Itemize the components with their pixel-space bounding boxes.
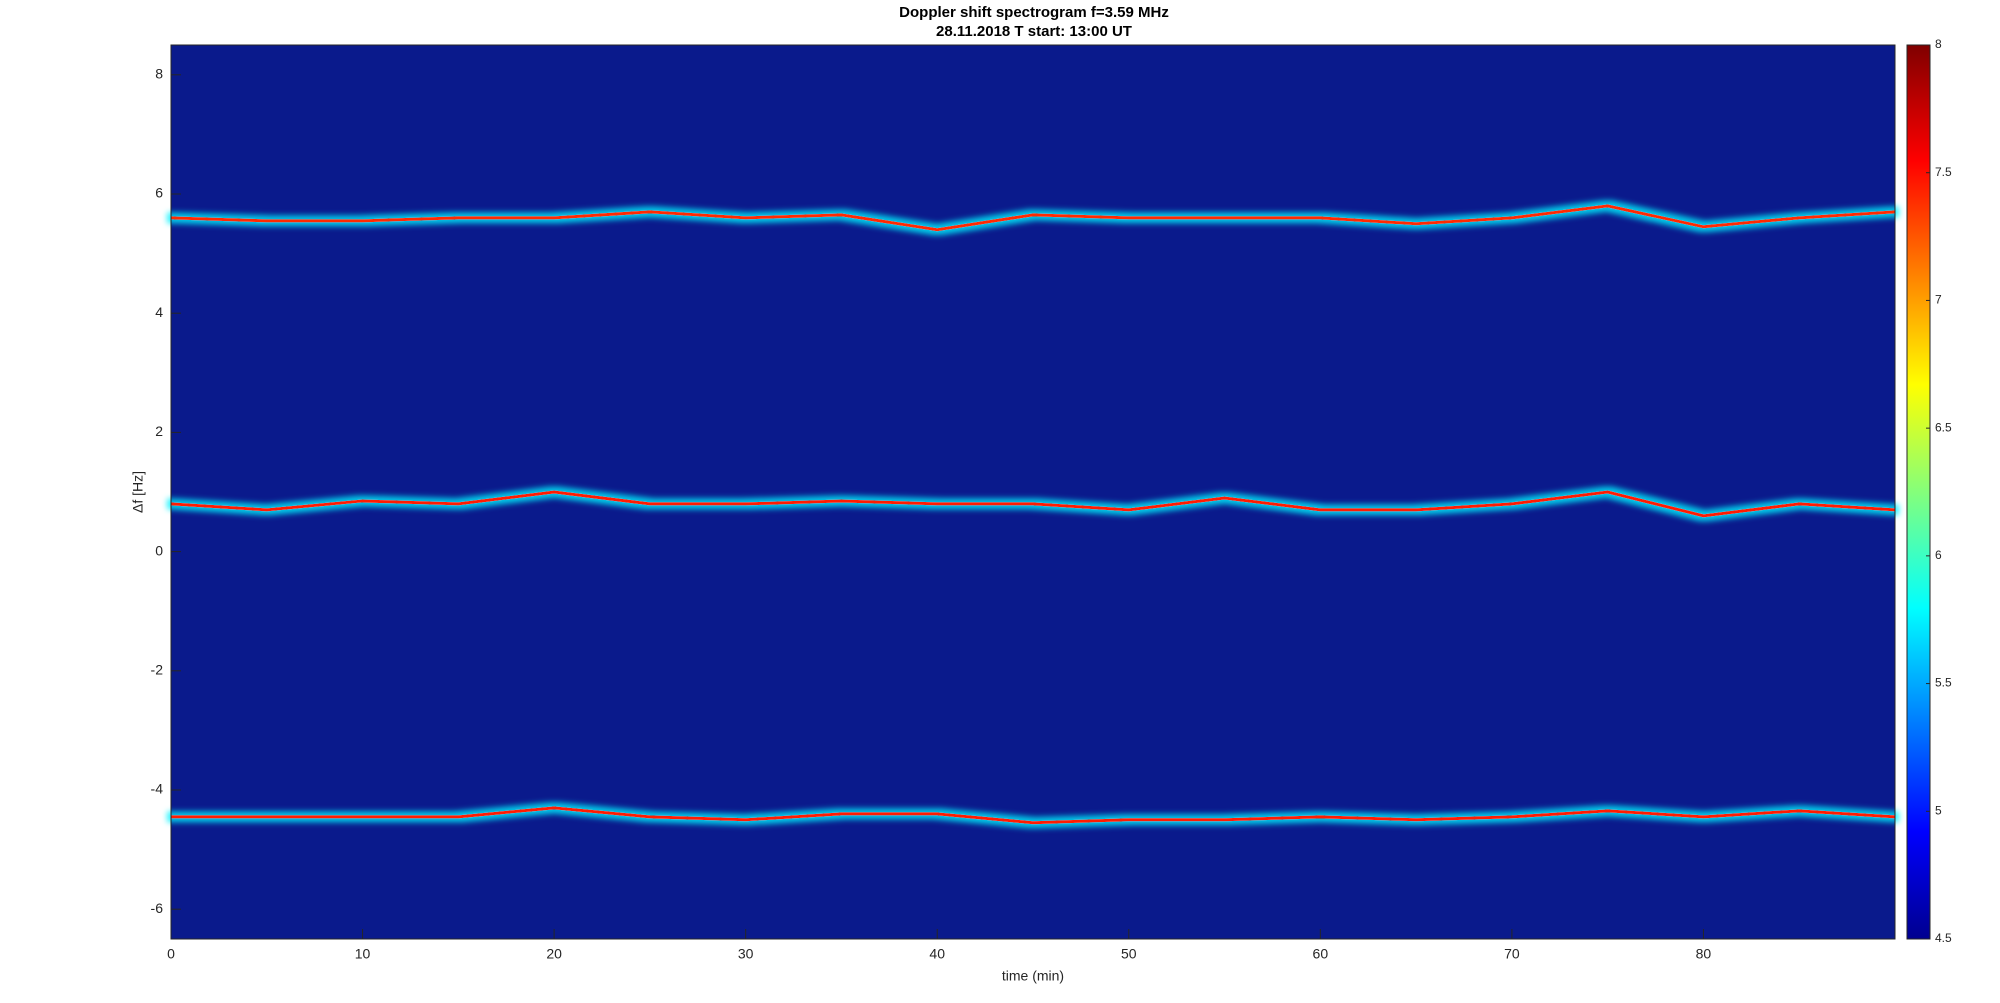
y-tick-label: -6 [151,900,164,916]
x-tick-label: 0 [167,946,175,962]
x-tick-label: 10 [355,946,371,962]
y-tick-label: -2 [151,662,164,678]
colorbar-tick-label: 7 [1935,293,1942,307]
doppler-trace [170,490,1896,518]
colorbar [1906,44,1931,940]
x-axis-label: time (min) [1002,968,1064,984]
y-axis-label: Δf [Hz] [130,471,146,513]
chart-subtitle: 28.11.2018 T start: 13:00 UT [936,23,1132,40]
y-tick-label: 8 [155,66,163,82]
y-tick-label: -4 [151,781,164,797]
colorbar-tick-label: 6 [1935,548,1942,562]
x-tick-label: 50 [1121,946,1137,962]
x-tick-label: 20 [546,946,562,962]
y-tick-label: 0 [155,542,163,558]
doppler-trace [171,806,1896,825]
colorbar-tick-label: 6.5 [1935,420,1952,434]
colorbar-tick-label: 5.5 [1935,676,1952,690]
x-tick-label: 70 [1504,946,1520,962]
colorbar-tick-label: 5 [1935,803,1942,817]
y-tick-label: 4 [155,304,163,320]
colorbar-tick-label: 4.5 [1935,931,1952,945]
x-tick-label: 80 [1696,946,1712,962]
x-tick-label: 30 [738,946,754,962]
x-tick-label: 60 [1313,946,1329,962]
chart-title: Doppler shift spectrogram f=3.59 MHz [899,4,1169,21]
doppler-trace [170,204,1896,232]
plot-background [171,45,1895,939]
y-tick-label: 6 [155,185,163,201]
x-tick-label: 40 [929,946,945,962]
plot-frame [170,44,1896,940]
colorbar-tick-label: 7.5 [1935,165,1952,179]
y-tick-label: 2 [155,423,163,439]
colorbar-tick-label: 8 [1935,37,1942,51]
